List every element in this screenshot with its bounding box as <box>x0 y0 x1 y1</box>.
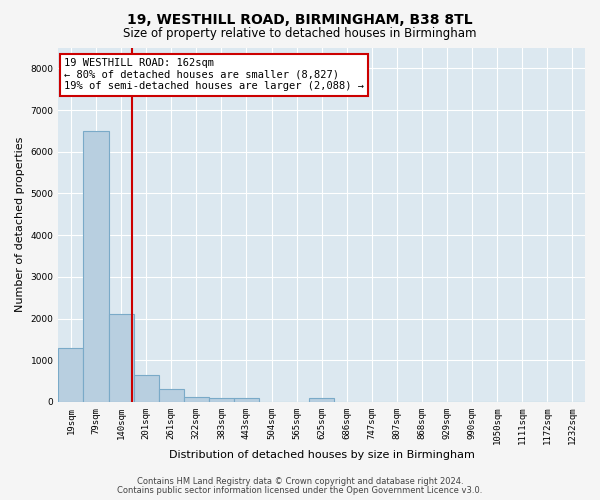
X-axis label: Distribution of detached houses by size in Birmingham: Distribution of detached houses by size … <box>169 450 475 460</box>
Bar <box>83 131 109 402</box>
Bar <box>209 398 234 402</box>
Bar <box>134 375 159 402</box>
Text: 19 WESTHILL ROAD: 162sqm
← 80% of detached houses are smaller (8,827)
19% of sem: 19 WESTHILL ROAD: 162sqm ← 80% of detach… <box>64 58 364 92</box>
Bar <box>159 390 184 402</box>
Text: 19, WESTHILL ROAD, BIRMINGHAM, B38 8TL: 19, WESTHILL ROAD, BIRMINGHAM, B38 8TL <box>127 12 473 26</box>
Text: Contains public sector information licensed under the Open Government Licence v3: Contains public sector information licen… <box>118 486 482 495</box>
Text: Size of property relative to detached houses in Birmingham: Size of property relative to detached ho… <box>123 28 477 40</box>
Bar <box>58 348 83 402</box>
Y-axis label: Number of detached properties: Number of detached properties <box>15 137 25 312</box>
Bar <box>234 398 259 402</box>
Bar <box>184 397 209 402</box>
Text: Contains HM Land Registry data © Crown copyright and database right 2024.: Contains HM Land Registry data © Crown c… <box>137 477 463 486</box>
Bar <box>109 314 134 402</box>
Bar <box>309 398 334 402</box>
